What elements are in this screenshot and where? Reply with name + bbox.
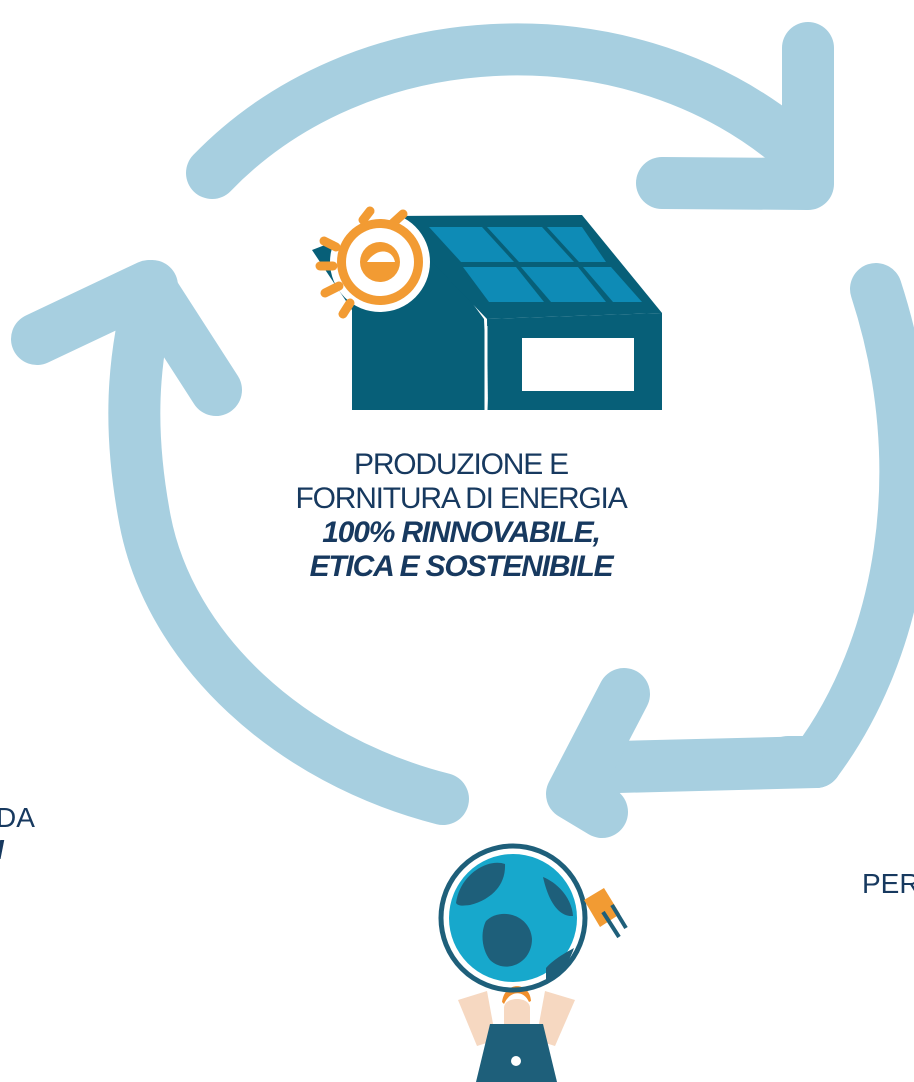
center-caption-line-1: PRODUZIONE E bbox=[354, 448, 569, 481]
left-fragment-text: DA I bbox=[0, 802, 35, 866]
center-caption-line-2: FORNITURA DI ENERGIA bbox=[295, 482, 627, 515]
globe-plug-icon bbox=[438, 843, 628, 993]
right-fragment-text: PER bbox=[862, 868, 914, 899]
center-caption-line-4: ETICA E SOSTENIBILE bbox=[309, 550, 614, 583]
left-fragment-line-1: DA bbox=[0, 802, 35, 833]
left-fragment-line-2: I bbox=[0, 834, 35, 866]
person-body bbox=[458, 986, 575, 1082]
center-caption-line-3: 100% RINNOVABILE, bbox=[322, 516, 601, 549]
center-caption: PRODUZIONE E FORNITURA DI ENERGIA 100% R… bbox=[290, 448, 632, 584]
